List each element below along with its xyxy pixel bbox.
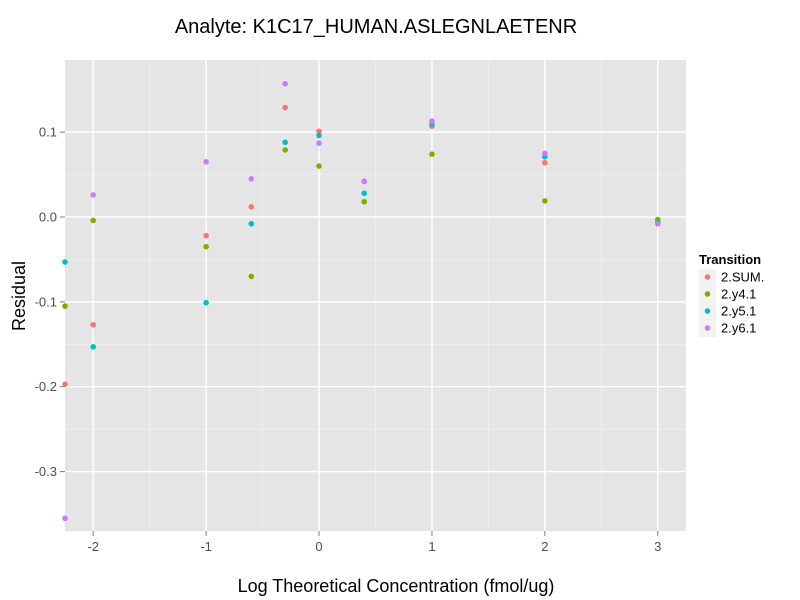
data-point xyxy=(90,217,97,224)
data-point xyxy=(248,176,255,182)
data-point xyxy=(429,118,435,124)
y-tick-label: -0.1 xyxy=(35,294,57,309)
legend-label: 2.y4.1 xyxy=(721,287,756,302)
legend-title: Transition xyxy=(699,252,761,267)
data-point xyxy=(203,299,209,306)
data-point xyxy=(282,147,288,153)
data-point xyxy=(316,163,322,169)
y-tick-label: 0.1 xyxy=(39,125,57,140)
data-point xyxy=(203,243,209,250)
data-point xyxy=(90,192,97,198)
data-point xyxy=(203,159,209,165)
data-point xyxy=(90,344,97,350)
legend-label: 2.SUM. xyxy=(721,270,764,285)
y-tick-label: 0.0 xyxy=(39,210,57,225)
legend-key-point xyxy=(704,325,711,331)
legend-items: 2.SUM. 2.y4.1 2.y5.1 2.y6.1 xyxy=(699,269,764,337)
legend-label: 2.y6.1 xyxy=(721,321,756,336)
x-axis-ticks: -2 -1 0 1 2 3 xyxy=(87,531,661,554)
y-axis-ticks: 0.1 0.0 -0.1 -0.2 -0.3 xyxy=(35,125,65,479)
x-tick-label: -2 xyxy=(87,539,99,554)
x-axis-title: Log Theoretical Concentration (fmol/ug) xyxy=(238,576,555,596)
data-point xyxy=(361,178,368,185)
data-point xyxy=(316,132,322,139)
x-tick-label: 1 xyxy=(428,539,435,554)
legend-key-point xyxy=(704,308,711,314)
legend-key-point xyxy=(704,274,711,280)
data-point xyxy=(654,220,661,227)
data-point xyxy=(282,80,288,87)
data-point xyxy=(203,232,209,239)
legend-label: 2.y5.1 xyxy=(721,304,756,319)
data-point xyxy=(62,515,68,522)
minor-gridlines xyxy=(65,60,686,531)
chart-title: Analyte: K1C17_HUMAN.ASLEGNLAETENR xyxy=(175,16,577,38)
y-tick-label: -0.2 xyxy=(35,379,57,394)
data-point xyxy=(62,259,68,265)
x-tick-label: 3 xyxy=(654,539,661,554)
legend: Transition 2.SUM. 2.y4.1 2.y5.1 2.y6.1 xyxy=(699,252,764,337)
data-point xyxy=(62,381,68,387)
y-axis-title: Residual xyxy=(9,261,29,331)
data-point xyxy=(361,190,368,197)
data-point xyxy=(248,220,255,227)
data-point xyxy=(542,159,548,166)
legend-key-point xyxy=(704,291,711,297)
data-point xyxy=(248,204,255,210)
data-point xyxy=(282,139,288,146)
data-point xyxy=(282,104,288,111)
data-point xyxy=(542,198,548,204)
major-gridlines xyxy=(65,60,686,531)
x-tick-label: -1 xyxy=(200,539,212,554)
data-point xyxy=(90,321,97,328)
data-point xyxy=(361,198,368,205)
data-point xyxy=(542,150,548,157)
data-point xyxy=(316,140,322,146)
data-point xyxy=(316,128,322,135)
data-point xyxy=(429,151,435,157)
x-tick-label: 2 xyxy=(541,539,548,554)
data-point xyxy=(248,273,255,280)
x-tick-label: 0 xyxy=(315,539,322,554)
data-point xyxy=(62,303,68,309)
y-tick-label: -0.3 xyxy=(35,464,57,479)
data-points xyxy=(62,80,661,522)
